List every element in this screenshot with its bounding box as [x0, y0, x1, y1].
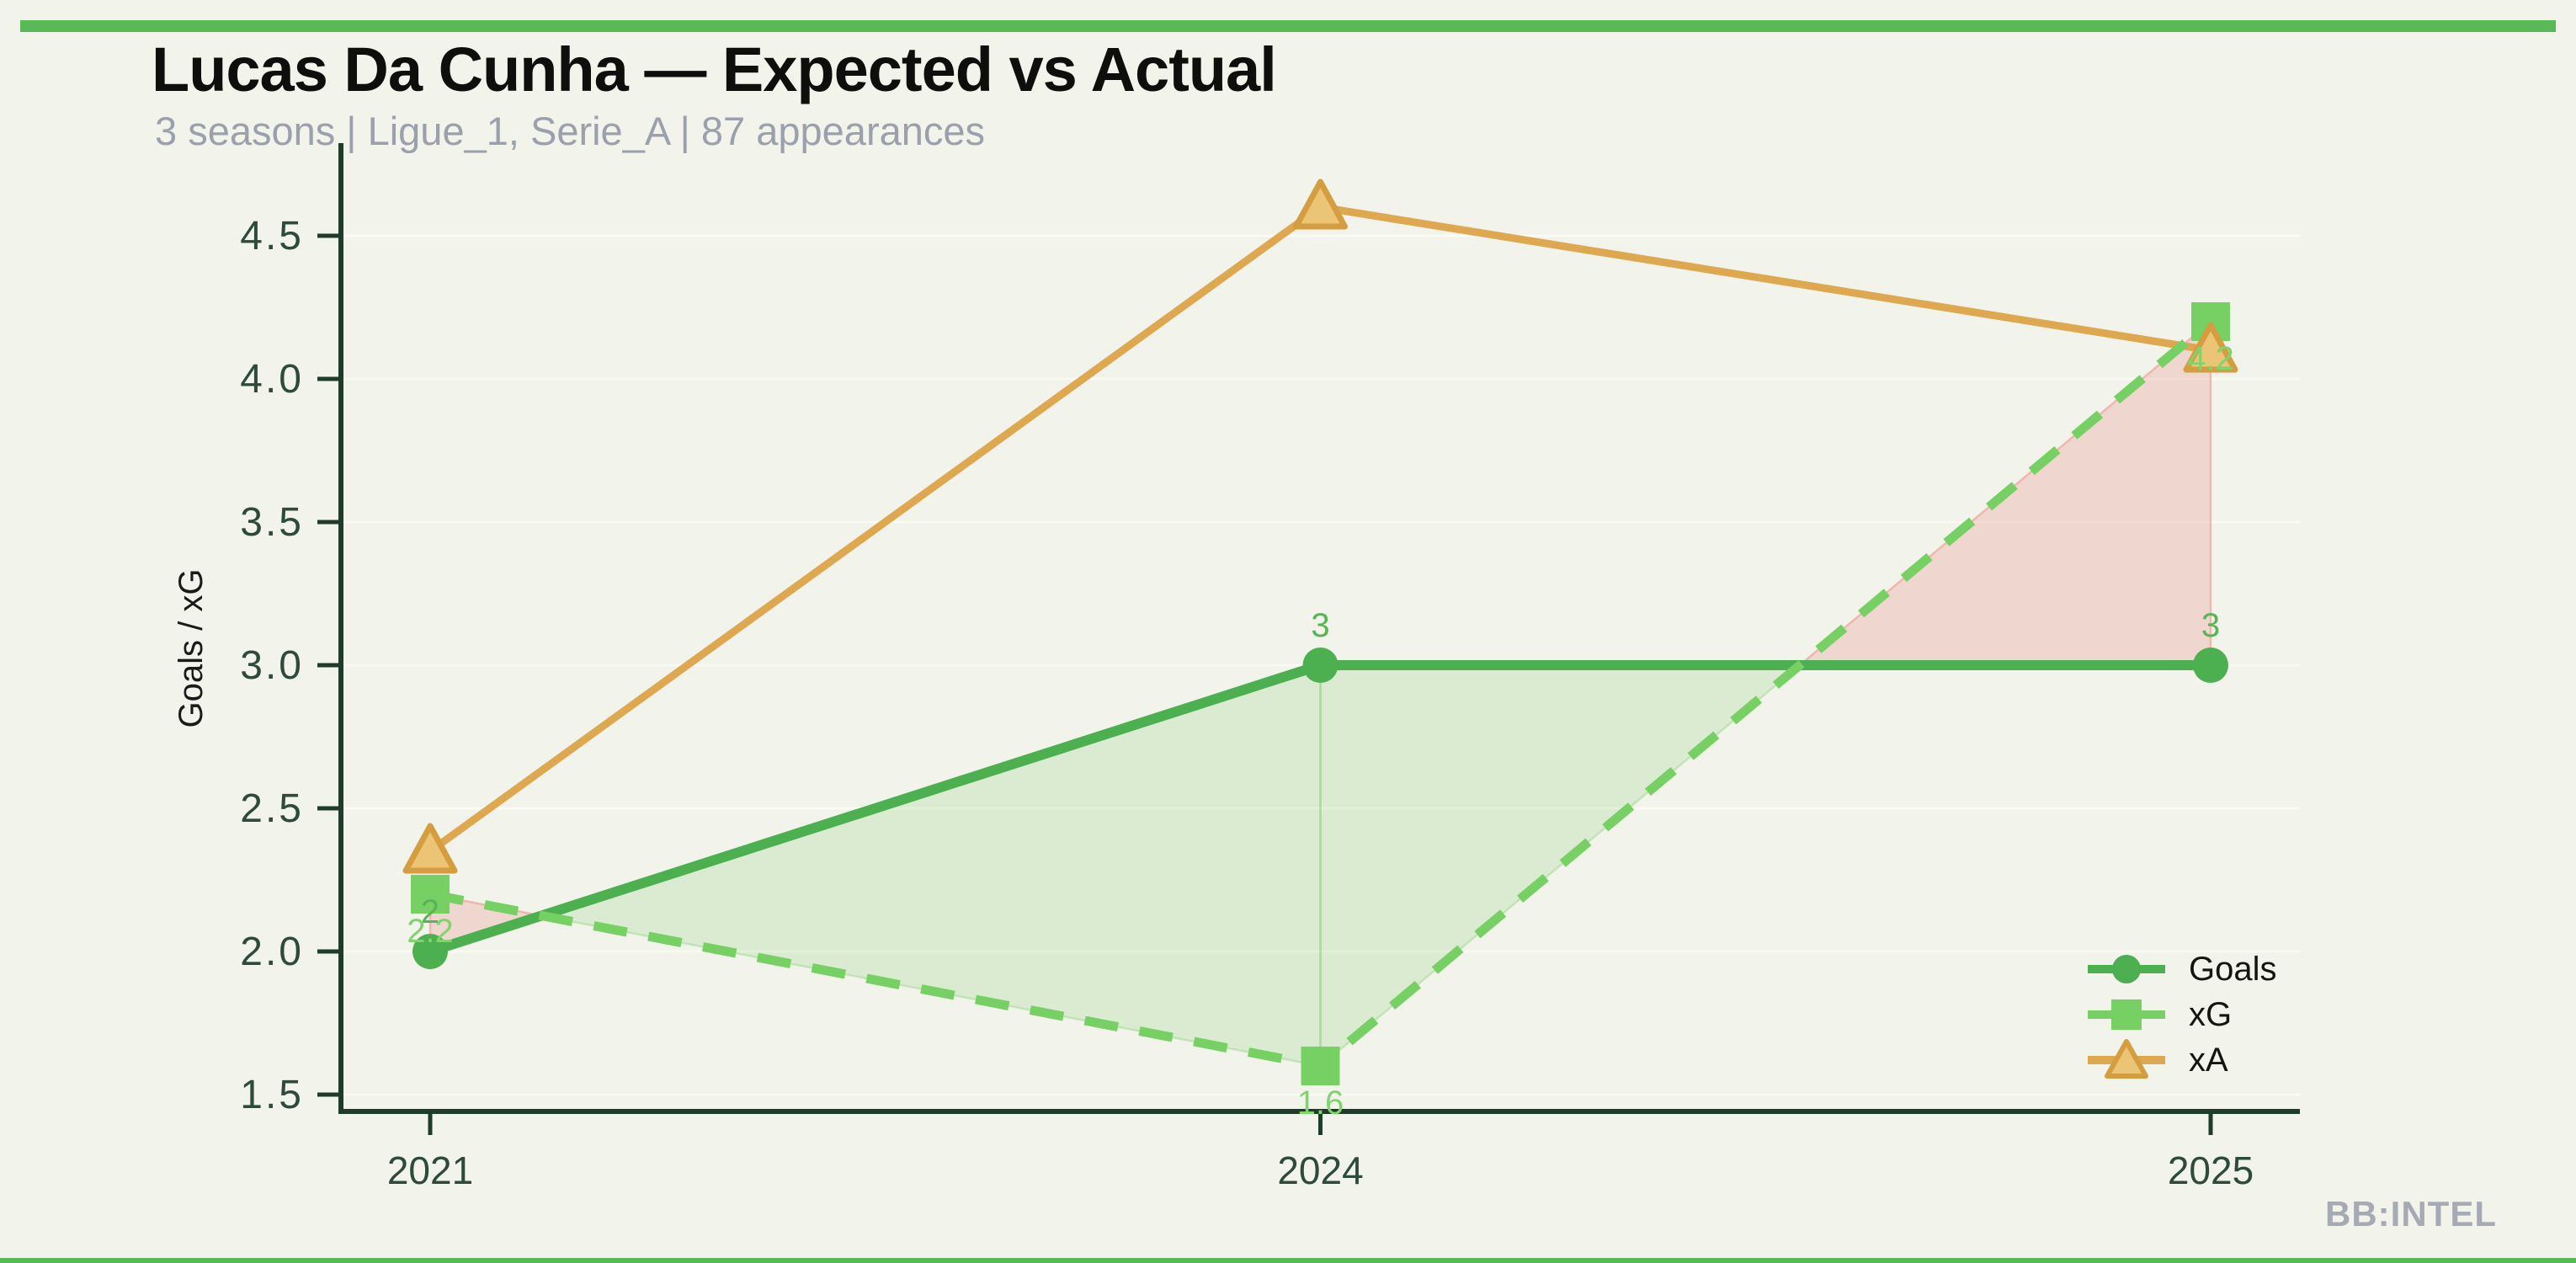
triangle-icon [2105, 1039, 2148, 1079]
xg-legend-swatch [2088, 999, 2165, 1030]
xa-legend-swatch [2088, 1039, 2165, 1079]
page-subtitle: 3 seasons | Ligue_1, Serie_A | 87 appear… [155, 109, 986, 153]
chart-legend: Goals xG xA [2086, 946, 2277, 1083]
y-tick-label: 4.0 [240, 357, 304, 402]
legend-item-xg: xG [2086, 992, 2277, 1037]
xa-marker [1293, 179, 1348, 230]
y-tick-label: 4.5 [240, 214, 304, 258]
x-tick-label: 2021 [387, 1148, 473, 1192]
y-tick-label: 3.0 [240, 643, 304, 688]
bottom-accent-bar [0, 1258, 2576, 1263]
goals-point-label: 3 [2201, 607, 2220, 644]
legend-label: xA [2189, 1042, 2228, 1079]
xg-point-label: 1.6 [1297, 1084, 1344, 1122]
xa-marker [402, 823, 458, 874]
goals-point-label: 2 [421, 893, 439, 930]
top-accent-bar [20, 20, 2556, 32]
square-icon [2111, 999, 2142, 1030]
xg-point-label: 2.2 [407, 913, 454, 950]
y-tick-label: 2.0 [240, 930, 304, 974]
circle-icon [2112, 955, 2141, 983]
y-tick-label: 1.5 [240, 1073, 304, 1117]
goals-marker [412, 934, 448, 969]
xg-point-label: 4.2 [2187, 340, 2234, 377]
legend-item-goals: Goals [2086, 946, 2277, 992]
watermark: BB:INTEL [2325, 1194, 2497, 1234]
x-tick-label: 2024 [1277, 1148, 1363, 1192]
x-tick-label: 2025 [2168, 1148, 2254, 1192]
goals-legend-swatch [2088, 955, 2165, 983]
legend-label: Goals [2189, 951, 2277, 988]
xg-marker [411, 875, 450, 914]
legend-label: xG [2189, 996, 2233, 1033]
xa-marker [2183, 322, 2238, 373]
goals-marker [2193, 647, 2228, 683]
page-title: Lucas Da Cunha — Expected vs Actual [152, 35, 1277, 104]
goals-point-label: 3 [1311, 607, 1329, 644]
y-tick-label: 3.5 [240, 500, 304, 545]
goals-marker [1302, 647, 1339, 683]
y-tick-label: 2.5 [240, 786, 304, 831]
legend-item-xa: xA [2086, 1037, 2277, 1083]
y-axis-title: Goals / xG [173, 569, 210, 728]
xg-marker [1301, 1047, 1340, 1085]
fill-region-overperformance [540, 663, 1322, 1068]
